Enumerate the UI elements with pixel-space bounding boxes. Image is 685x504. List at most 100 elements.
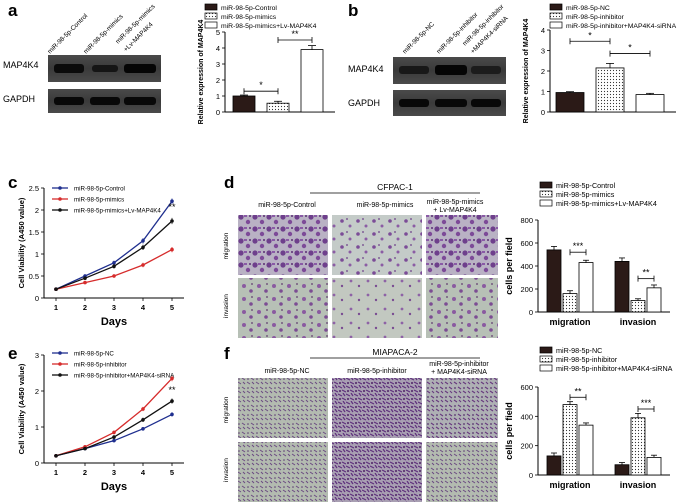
significance-label: ** (168, 385, 176, 395)
bar (578, 424, 594, 476)
data-point (170, 199, 174, 203)
significance-label: * (628, 43, 632, 53)
data-point (141, 418, 145, 422)
blot-band (471, 99, 501, 107)
data-point (112, 274, 116, 278)
x-category-label: invasion (620, 480, 657, 490)
series-line (55, 220, 173, 290)
data-point (112, 435, 116, 439)
micrograph-column-label: miR-98-5p-NC (264, 368, 309, 375)
chart-d-cells-per-field: 0 200 400 600 800 cells per field migration inv… (504, 181, 670, 327)
y-tick-label: 3 (35, 351, 39, 360)
y-tick-label: 0.5 (29, 272, 39, 281)
micrograph-image (332, 278, 422, 338)
panel-f-title: MIAPACA-2 (372, 347, 417, 357)
blot-band (54, 64, 84, 73)
y-tick-label: 2 (541, 67, 545, 76)
y-axis-label: Relative expression of MAP4K4 (198, 20, 205, 125)
x-category-label: migration (549, 317, 590, 327)
bar (646, 457, 662, 476)
data-point (112, 438, 116, 443)
y-tick-label: 1 (541, 88, 545, 97)
blot-b-lane-label: miR-98-5p-NC (401, 21, 436, 56)
legend-label: miR-98-5p-Control (221, 5, 277, 12)
legend-marker (58, 186, 62, 190)
blot-band (124, 64, 156, 73)
legend-label: miR-98-5p-mimics (74, 197, 124, 204)
legend-label: miR-98-5p-inhibitor+MAP4K4-siRNA (566, 23, 677, 30)
legend-label: miR-98-5p-Control (74, 186, 125, 193)
blot-band (471, 66, 501, 74)
bar (630, 300, 646, 313)
data-point (141, 263, 145, 267)
y-tick-label: 1 (216, 92, 220, 101)
data-point (141, 239, 145, 243)
legend-label: miR-98-5p-NC (556, 346, 602, 355)
y-tick-label: 2 (35, 206, 39, 215)
blot-a-lane-label: miR-98-5p-mimics (82, 13, 125, 56)
legend-label: miR-98-5p-NC (566, 5, 610, 12)
x-tick-label: 1 (54, 303, 58, 312)
legend-marker (58, 362, 62, 366)
micrograph-grid-f: MIAPACA-2 miR-98-5p-NC miR-98-5p-inhibit… (223, 347, 498, 502)
y-tick-label: 0 (35, 459, 39, 468)
legend-swatch (549, 12, 563, 20)
legend-swatch (539, 346, 553, 354)
data-point (83, 280, 87, 285)
x-category-label: migration (549, 480, 590, 490)
legend-label: miR-98-5p-mimics+Lv-MAP4K4 (221, 23, 317, 30)
y-tick-label: 3 (541, 47, 545, 56)
x-axis-label: Days (101, 481, 127, 493)
series-line (55, 400, 173, 457)
bar (646, 287, 662, 313)
legend-label: miR-98-5p-mimics+Lv-MAP4K4 (74, 208, 161, 215)
micrograph-column-label: miR-98-5p-Control (258, 202, 316, 209)
bar (266, 102, 290, 113)
legend-swatch (204, 3, 218, 11)
bar (562, 404, 578, 476)
bar (595, 67, 625, 113)
y-tick-label: 4 (541, 26, 545, 35)
y-tick-label: 400 (520, 412, 533, 421)
legend-swatch (204, 21, 218, 29)
legend-swatch (539, 181, 553, 189)
bar (555, 92, 585, 113)
micrograph-column-label: + Lv-MAP4K4 (433, 207, 476, 214)
data-point (141, 407, 145, 411)
micrograph-row-label: migration (223, 232, 230, 259)
micrograph-image (426, 278, 498, 338)
panel-d-title: CFPAC-1 (377, 182, 413, 192)
legend-swatch (539, 364, 553, 372)
significance-label: ** (168, 202, 176, 212)
y-axis-label: cells per field (504, 237, 514, 295)
bar (546, 455, 562, 476)
y-tick-label: 600 (520, 239, 533, 248)
blot-band (399, 66, 429, 74)
blot-row-label: MAP4K4 (3, 60, 39, 70)
legend-label: miR-98-5p-mimics (556, 190, 615, 199)
micrograph-column-label: miR-98-5p-mimics (357, 202, 414, 209)
data-point (170, 376, 174, 381)
data-point (54, 287, 58, 291)
bar (614, 261, 630, 313)
x-tick-label: 2 (83, 303, 87, 312)
panel-letter-a: a (8, 1, 18, 20)
significance-label: * (259, 80, 263, 90)
y-tick-label: 400 (520, 262, 533, 271)
data-point (141, 427, 145, 431)
y-tick-label: 4 (216, 44, 220, 53)
y-axis-label: Relative expression of MAP4K4 (523, 19, 530, 124)
legend-label: miR-98-5p-inhibitor (74, 362, 127, 369)
y-axis-label: Cell Viability (A450 value) (17, 197, 26, 288)
legend-label: miR-98-5p-NC (74, 351, 114, 358)
legend-swatch (539, 355, 553, 363)
data-point (170, 219, 174, 223)
bar (578, 262, 594, 313)
data-point (170, 247, 174, 252)
x-tick-label: 3 (112, 468, 116, 477)
micrograph-column-label: miR-98-5p-inhibitor (347, 368, 407, 375)
data-point (141, 245, 145, 250)
significance-label: *** (641, 398, 652, 408)
data-point (83, 446, 87, 451)
